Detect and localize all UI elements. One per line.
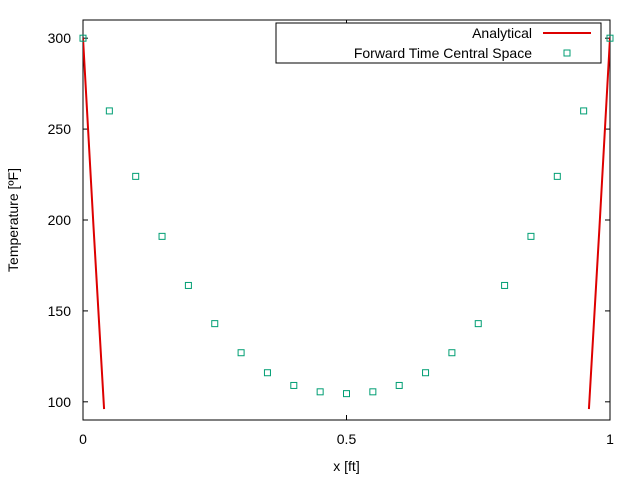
series-layer <box>79 34 614 410</box>
y-axis-label: Temperature [ºF] <box>5 168 21 272</box>
ftcs-point <box>395 381 403 389</box>
ftcs-point <box>79 34 87 42</box>
ftcs-point <box>237 349 245 357</box>
ftcs-point <box>263 369 271 377</box>
ftcs-point <box>422 369 430 377</box>
y-tick-label: 300 <box>48 30 72 46</box>
ftcs-point <box>501 281 509 289</box>
legend-label-ftcs: Forward Time Central Space <box>354 45 532 61</box>
legend: Analytical Forward Time Central Space <box>275 22 602 64</box>
y-tick-label: 250 <box>48 121 72 137</box>
ftcs-point <box>474 320 482 328</box>
ftcs-point <box>158 232 166 240</box>
legend-label-analytical: Analytical <box>472 25 532 41</box>
ftcs-point <box>553 172 561 180</box>
ftcs-point <box>343 390 350 398</box>
analytical-line <box>83 38 106 410</box>
y-tick-label: 200 <box>48 212 72 228</box>
x-axis-label: x [ft] <box>333 458 359 474</box>
plot-frame <box>82 19 611 421</box>
series-group <box>83 38 610 410</box>
legend-box <box>275 22 602 64</box>
ftcs-point <box>448 349 456 357</box>
ftcs-point <box>184 281 192 289</box>
y-tick-label: 150 <box>48 303 72 319</box>
x-tick-label: 1 <box>606 431 614 447</box>
analytical-line <box>587 38 610 410</box>
ftcs-point <box>211 320 219 328</box>
ftcs-point <box>132 172 140 180</box>
ftcs-point <box>527 232 535 240</box>
ftcs-point <box>580 107 588 115</box>
ftcs-point <box>290 381 298 389</box>
x-tick-label: 0 <box>79 431 87 447</box>
ftcs-point <box>606 34 614 42</box>
y-axis: 100 150 200 250 300 <box>48 30 610 410</box>
plot-border <box>82 19 611 421</box>
ftcs-point <box>105 107 113 115</box>
ftcs-point <box>369 388 377 396</box>
ftcs-point <box>316 388 324 396</box>
y-tick-label: 100 <box>48 394 72 410</box>
x-tick-label: 0.5 <box>337 431 357 447</box>
legend-swatch-ftcs <box>563 49 571 57</box>
